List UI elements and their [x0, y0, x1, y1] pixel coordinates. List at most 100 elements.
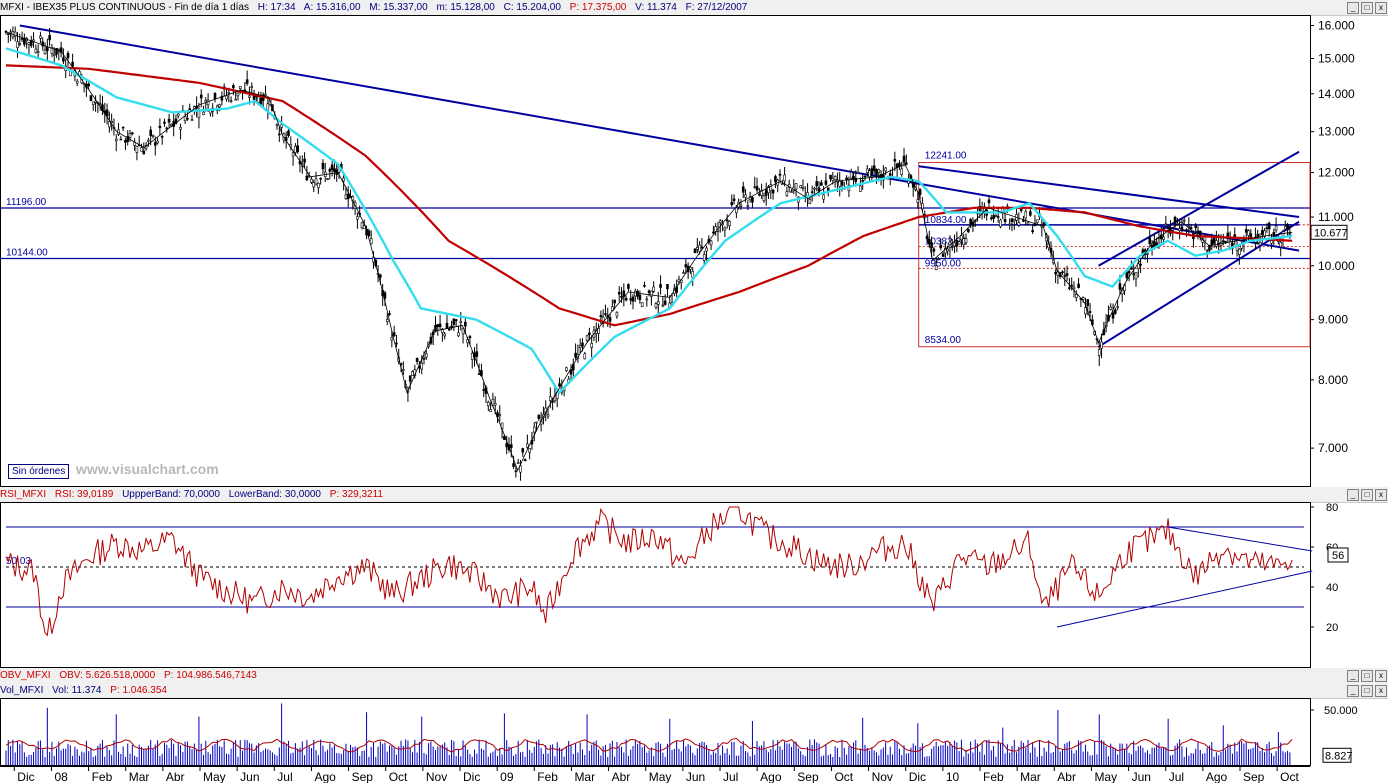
price-candle-body	[259, 97, 263, 105]
price-candle-body	[1088, 311, 1092, 313]
price-candle-body	[682, 272, 685, 274]
price-candle-body	[535, 421, 538, 424]
price-candle-body	[470, 352, 474, 360]
price-candle-body	[243, 89, 247, 93]
fib-high-label: 12241.00	[925, 150, 967, 161]
price-candle-body	[555, 391, 559, 399]
price-candle-body	[594, 329, 598, 334]
price-candle-body	[1022, 219, 1025, 222]
obv-close-button[interactable]: x	[1375, 670, 1387, 682]
price-candle-body	[1015, 214, 1018, 221]
price-candle-body	[755, 186, 759, 191]
price-candle-body	[447, 328, 451, 331]
price-candle-body	[1139, 263, 1142, 266]
price-candle-body	[1173, 216, 1177, 224]
price-candle-body	[1176, 224, 1179, 226]
price-candle-body	[349, 196, 352, 198]
maximize-button[interactable]: □	[1361, 2, 1373, 14]
price-candle-body	[429, 337, 433, 344]
price-candle-body	[718, 220, 722, 223]
price-candle-body	[884, 167, 887, 172]
price-candle-body	[1286, 223, 1289, 231]
price-candle-body	[110, 120, 113, 123]
price-candle-body	[1047, 242, 1051, 249]
price-candle-body	[232, 85, 235, 89]
price-candle-body	[489, 409, 492, 412]
price-candle-body	[918, 189, 922, 195]
rsi-minimize-button[interactable]: _	[1347, 489, 1359, 501]
price-candle-body	[1178, 228, 1181, 231]
price-candle-body	[909, 175, 913, 182]
price-candle-body	[408, 375, 412, 382]
price-candle-body	[895, 163, 899, 168]
price-candle-body	[732, 198, 736, 202]
price-candle-body	[174, 118, 178, 124]
price-candle-body	[886, 177, 890, 180]
price-candle-body	[190, 119, 194, 121]
price-candle-body	[399, 363, 403, 365]
fib-low-label: 8534.00	[925, 335, 962, 346]
price-tick-label: 8.000	[1318, 373, 1348, 387]
price-candle-body	[957, 241, 961, 245]
price-candle-body	[611, 306, 614, 312]
price-candle-body	[41, 41, 45, 47]
time-tick-label: Dic	[463, 770, 480, 783]
price-candle-body	[1042, 221, 1046, 226]
price-candle-body	[351, 196, 355, 202]
price-candle-body	[785, 191, 789, 196]
price-candle-body	[9, 31, 12, 34]
price-candle-body	[905, 162, 908, 165]
price-candle-body	[335, 169, 339, 175]
price-candle-body	[815, 181, 819, 187]
price-candle-body	[149, 129, 152, 136]
vol-minimize-button[interactable]: _	[1347, 685, 1359, 697]
price-candle-body	[450, 325, 453, 329]
price-candle-body	[1033, 223, 1037, 227]
price-candle-body	[238, 86, 242, 89]
rsi-maximize-button[interactable]: □	[1361, 489, 1373, 501]
price-candle-body	[967, 228, 970, 233]
price-candle-body	[643, 285, 646, 287]
header-date: F: 27/12/2007	[685, 2, 748, 13]
price-candle-body	[1185, 229, 1188, 232]
time-tick-label: Abr	[166, 770, 185, 783]
price-candle-body	[388, 313, 391, 315]
orders-button[interactable]: Sin órdenes	[8, 464, 70, 479]
price-candle-body	[140, 147, 143, 152]
close-button[interactable]: x	[1375, 2, 1387, 14]
price-candle-body	[468, 336, 472, 339]
price-candle-body	[87, 83, 90, 87]
price-candle-body	[521, 448, 525, 453]
price-candle-body	[181, 110, 185, 113]
vol-close-button[interactable]: x	[1375, 685, 1387, 697]
obv-maximize-button[interactable]: □	[1361, 670, 1373, 682]
price-candle-body	[236, 92, 240, 97]
price-candle-body	[280, 124, 283, 128]
price-candle-body	[960, 235, 963, 240]
price-candle-body	[25, 38, 28, 41]
price-candle-body	[404, 384, 407, 388]
price-candle-body	[1045, 234, 1048, 242]
price-candle-body	[900, 168, 904, 175]
price-candle-body	[261, 94, 265, 101]
rsi-close-button[interactable]: x	[1375, 489, 1387, 501]
price-candle-body	[553, 395, 557, 401]
price-candle-body	[1003, 219, 1007, 223]
obv-minimize-button[interactable]: _	[1347, 670, 1359, 682]
price-candle-body	[696, 246, 699, 250]
price-candle-body	[530, 439, 534, 445]
price-candle-body	[454, 319, 458, 322]
price-candle-body	[512, 463, 515, 467]
vol-maximize-button[interactable]: □	[1361, 685, 1373, 697]
time-tick-label: Dic	[17, 770, 34, 783]
price-candle-body	[271, 104, 274, 112]
price-candle-body	[1192, 233, 1195, 239]
price-candle-body	[1210, 239, 1214, 246]
price-candle-body	[383, 292, 387, 299]
minimize-button[interactable]: _	[1347, 2, 1359, 14]
price-candle-body	[546, 414, 550, 417]
price-candle-body	[1061, 271, 1064, 273]
price-candle-body	[578, 345, 582, 348]
price-candle-body	[985, 209, 989, 216]
